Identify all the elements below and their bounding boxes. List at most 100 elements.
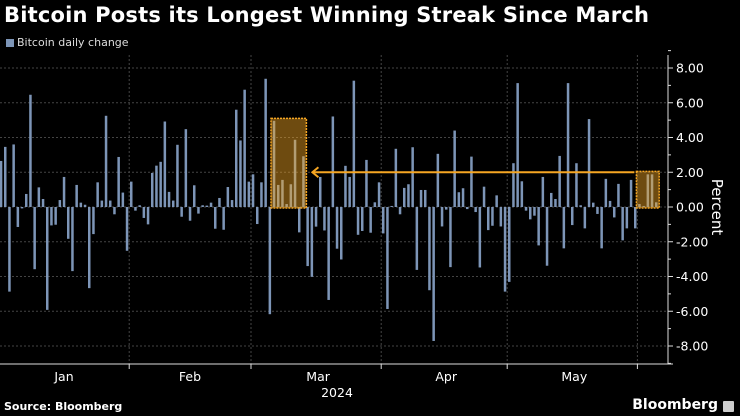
bar bbox=[67, 207, 70, 239]
bar bbox=[319, 176, 322, 207]
bar bbox=[4, 146, 7, 207]
bar bbox=[314, 207, 318, 227]
bar bbox=[604, 178, 608, 207]
bar bbox=[184, 129, 188, 207]
bar bbox=[600, 207, 603, 249]
bar bbox=[46, 207, 49, 310]
bar bbox=[583, 207, 587, 229]
bar bbox=[167, 191, 171, 207]
bar bbox=[29, 94, 32, 207]
bar bbox=[361, 207, 364, 231]
bar bbox=[83, 204, 87, 207]
bar bbox=[121, 192, 125, 207]
bar bbox=[306, 207, 309, 267]
bar bbox=[386, 207, 389, 309]
bar bbox=[180, 207, 183, 217]
y-tick-label: 0.00 bbox=[676, 200, 704, 215]
bar bbox=[96, 182, 99, 207]
bar bbox=[323, 207, 326, 231]
bar bbox=[197, 207, 200, 214]
bar bbox=[109, 200, 112, 207]
bar bbox=[466, 207, 469, 210]
bar bbox=[382, 207, 385, 234]
bar bbox=[566, 83, 570, 207]
y-tick-label: -4.00 bbox=[676, 269, 708, 284]
bar bbox=[482, 186, 486, 207]
bar bbox=[617, 183, 620, 207]
bar bbox=[470, 156, 473, 207]
bar bbox=[436, 153, 440, 207]
bar bbox=[310, 207, 314, 277]
bar bbox=[516, 83, 519, 207]
bar bbox=[335, 207, 339, 249]
bar bbox=[650, 174, 654, 207]
bar bbox=[411, 147, 414, 207]
bar bbox=[550, 192, 553, 207]
bar bbox=[113, 207, 116, 215]
highlight-box bbox=[635, 170, 660, 209]
bar bbox=[625, 207, 629, 229]
bar bbox=[293, 139, 297, 207]
bar bbox=[503, 207, 507, 292]
bar bbox=[163, 121, 167, 207]
bar bbox=[642, 205, 645, 207]
bar bbox=[453, 130, 456, 207]
bar bbox=[655, 202, 658, 207]
bar bbox=[638, 204, 641, 207]
bar bbox=[8, 207, 11, 292]
bar bbox=[125, 207, 129, 251]
arrow-head-icon bbox=[310, 166, 320, 179]
bar bbox=[172, 200, 175, 207]
bar bbox=[79, 202, 83, 207]
bar bbox=[92, 207, 95, 235]
bar bbox=[239, 140, 242, 207]
bar bbox=[256, 207, 259, 225]
bar bbox=[495, 195, 498, 207]
bar bbox=[281, 179, 284, 207]
bar bbox=[272, 120, 276, 207]
y-tick-label: -6.00 bbox=[676, 304, 708, 319]
bar bbox=[298, 207, 301, 233]
bar bbox=[487, 207, 490, 231]
bar bbox=[243, 89, 246, 207]
bar bbox=[327, 207, 330, 300]
bar bbox=[377, 182, 381, 207]
bar bbox=[88, 207, 91, 289]
bar bbox=[419, 189, 423, 207]
bar bbox=[289, 184, 293, 207]
bar bbox=[226, 187, 230, 207]
bar bbox=[37, 187, 41, 207]
bar bbox=[16, 207, 20, 227]
bar bbox=[130, 181, 133, 207]
bar bbox=[373, 202, 377, 207]
bar bbox=[222, 207, 225, 230]
bar bbox=[562, 207, 566, 249]
bar bbox=[558, 155, 561, 207]
bar bbox=[235, 109, 238, 207]
bar bbox=[214, 207, 217, 229]
bar bbox=[478, 207, 482, 268]
bar bbox=[629, 179, 633, 207]
bar bbox=[390, 205, 393, 207]
bar bbox=[151, 172, 154, 207]
bar bbox=[285, 204, 288, 207]
bar bbox=[58, 200, 62, 207]
chart-title: Bitcoin Posts its Longest Winning Streak… bbox=[4, 3, 650, 27]
bar bbox=[545, 207, 549, 266]
x-tick-label: Feb bbox=[179, 369, 201, 384]
bar bbox=[209, 202, 213, 207]
bar bbox=[264, 78, 267, 208]
bar bbox=[394, 148, 398, 207]
bar bbox=[474, 207, 477, 213]
bar bbox=[348, 176, 351, 207]
bar bbox=[302, 156, 305, 207]
y-tick-label: -2.00 bbox=[676, 234, 708, 249]
bar bbox=[356, 207, 360, 235]
source-note: Source: Bloomberg bbox=[4, 400, 123, 413]
bar bbox=[117, 156, 120, 207]
highlight-box bbox=[270, 117, 308, 209]
bar bbox=[445, 207, 448, 210]
bar bbox=[50, 207, 53, 226]
bar bbox=[499, 207, 503, 227]
bar bbox=[268, 207, 272, 315]
